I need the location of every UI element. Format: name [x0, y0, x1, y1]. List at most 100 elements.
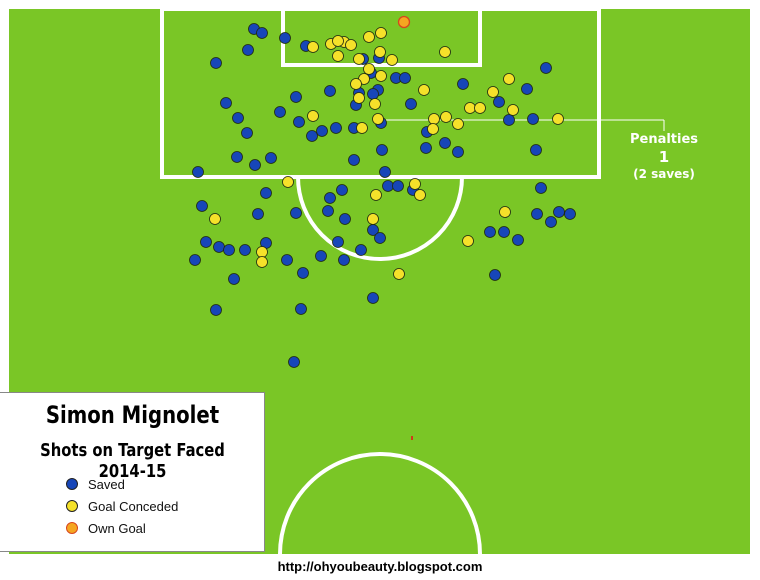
shot-point-saved	[228, 273, 240, 285]
shot-point-saved	[336, 184, 348, 196]
shot-point-goal	[503, 73, 515, 85]
shot-point-saved	[241, 127, 253, 139]
shot-point-saved	[355, 244, 367, 256]
shot-point-saved	[324, 85, 336, 97]
shot-point-saved	[379, 166, 391, 178]
shot-point-goal	[307, 41, 319, 53]
shot-point-saved	[399, 72, 411, 84]
shot-point-saved	[324, 192, 336, 204]
shot-point-goal	[409, 178, 421, 190]
shot-point-saved	[239, 244, 251, 256]
shot-point-saved	[527, 113, 539, 125]
shot-point-saved	[252, 208, 264, 220]
shot-point-goal	[440, 111, 452, 123]
shot-point-goal	[462, 235, 474, 247]
shot-point-saved	[489, 269, 501, 281]
shot-point-saved	[374, 232, 386, 244]
centre-circle	[278, 452, 482, 555]
shot-point-saved	[200, 236, 212, 248]
legend-swatch-goal	[66, 500, 78, 512]
shot-point-goal	[353, 53, 365, 65]
shot-point-saved	[322, 205, 334, 217]
shot-point-saved	[330, 122, 342, 134]
shot-point-goal	[353, 92, 365, 104]
shot-point-saved	[232, 112, 244, 124]
shot-point-saved	[367, 292, 379, 304]
shot-point-saved	[279, 32, 291, 44]
pitch-mark	[411, 436, 413, 440]
shot-point-goal	[375, 27, 387, 39]
shot-point-saved	[213, 241, 225, 253]
shot-point-saved	[290, 207, 302, 219]
shot-point-goal	[464, 102, 476, 114]
shot-point-saved	[339, 213, 351, 225]
shot-point-saved	[535, 182, 547, 194]
shot-point-saved	[376, 144, 388, 156]
shot-point-saved	[274, 106, 286, 118]
shot-point-saved	[192, 166, 204, 178]
legend-panel	[0, 392, 265, 552]
shot-point-saved	[545, 216, 557, 228]
shot-point-saved	[553, 206, 565, 218]
shot-point-goal	[363, 63, 375, 75]
shot-point-goal	[332, 50, 344, 62]
shot-point-goal	[428, 113, 440, 125]
penalty-arc	[296, 176, 464, 261]
shot-point-own	[397, 15, 411, 29]
legend-label-goal: Goal Conceded	[88, 498, 179, 514]
shot-point-saved	[293, 116, 305, 128]
shot-point-saved	[297, 267, 309, 279]
shot-point-saved	[260, 187, 272, 199]
shot-point-saved	[189, 254, 201, 266]
shot-point-saved	[498, 226, 510, 238]
shot-point-goal	[332, 35, 344, 47]
shot-point-saved	[512, 234, 524, 246]
legend-item-own-goal: Own Goal	[66, 519, 146, 537]
chart-title: Simon Mignolet	[45, 401, 220, 429]
shot-point-goal	[507, 104, 519, 116]
shot-point-saved	[288, 356, 300, 368]
shot-point-goal	[256, 246, 268, 258]
shot-point-saved	[295, 303, 307, 315]
shot-point-saved	[484, 226, 496, 238]
penalties-detail: (2 saves)	[633, 167, 695, 181]
legend-swatch-own-goal	[66, 522, 78, 534]
shot-point-goal	[375, 70, 387, 82]
shot-point-goal	[452, 118, 464, 130]
shot-point-saved	[306, 130, 318, 142]
shot-point-goal	[209, 213, 221, 225]
shot-point-goal	[367, 213, 379, 225]
shot-point-saved	[348, 154, 360, 166]
shot-point-saved	[196, 200, 208, 212]
shot-point-saved	[242, 44, 254, 56]
shot-point-goal	[256, 256, 268, 268]
shot-point-saved	[231, 151, 243, 163]
shot-point-saved	[457, 78, 469, 90]
shot-point-goal	[370, 189, 382, 201]
shot-point-goal	[345, 39, 357, 51]
shot-point-saved	[420, 142, 432, 154]
shot-point-saved	[210, 304, 222, 316]
shot-point-saved	[392, 180, 404, 192]
shot-point-goal	[414, 189, 426, 201]
shot-point-saved	[405, 98, 417, 110]
shot-point-saved	[256, 27, 268, 39]
legend-label-saved: Saved	[88, 476, 125, 492]
shot-point-saved	[382, 180, 394, 192]
shot-point-saved	[315, 250, 327, 262]
shot-point-goal	[386, 54, 398, 66]
shot-point-saved	[367, 88, 379, 100]
shot-point-saved	[290, 91, 302, 103]
shot-point-goal	[552, 113, 564, 125]
penalties-label: Penalties	[629, 132, 699, 147]
shot-point-goal	[350, 78, 362, 90]
legend-label-own-goal: Own Goal	[88, 520, 146, 536]
shot-point-goal	[282, 176, 294, 188]
shot-point-saved	[210, 57, 222, 69]
shot-point-saved	[338, 254, 350, 266]
source-credit: http://ohyoubeauty.blogspot.com	[277, 559, 483, 574]
legend-swatch-saved	[66, 478, 78, 490]
shot-point-goal	[363, 31, 375, 43]
shot-point-saved	[452, 146, 464, 158]
shot-point-saved	[316, 125, 328, 137]
